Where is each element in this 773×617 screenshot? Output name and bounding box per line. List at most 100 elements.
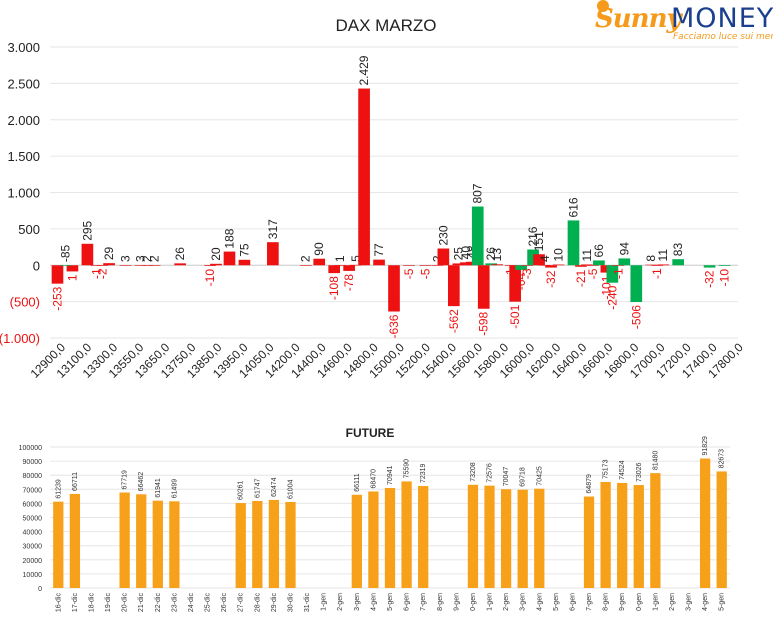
data-label: 62474 [271, 477, 278, 497]
data-label: 10 [552, 248, 566, 262]
data-label: 66462 [138, 472, 145, 492]
data-label: -1 [611, 268, 625, 279]
data-label: 75173 [603, 459, 610, 479]
data-bar [59, 265, 72, 266]
data-label: 70047 [503, 467, 510, 487]
data-label: -21 [574, 269, 588, 287]
dax-marzo-chart: DAX MARZO 3.000 2.500 2.000 1.500 1.000 500 0 (5… [0, 16, 746, 381]
data-bar [152, 500, 163, 588]
data-bar [351, 494, 362, 588]
data-label: -85 [59, 245, 73, 263]
data-bar [593, 260, 605, 266]
x-tick-label: 19-dic [105, 593, 112, 613]
data-label: 29 [102, 246, 116, 260]
y-tick-label: 0 [38, 586, 42, 593]
data-bar [119, 265, 132, 266]
y-tick-label: 2.500 [7, 76, 40, 91]
data-label: -3 [520, 268, 534, 279]
data-label: 77 [372, 243, 386, 257]
data-label: -501 [508, 304, 522, 328]
data-bar [545, 265, 557, 268]
data-label: 3 [119, 255, 133, 262]
data-bar [485, 263, 498, 266]
data-bar [90, 265, 103, 266]
data-bar [96, 265, 109, 266]
data-bar [452, 263, 465, 266]
x-tick-label: 31-dic [304, 593, 311, 613]
data-label: 2.429 [357, 55, 371, 85]
x-tick-label: 17-dic [72, 593, 79, 613]
data-bar [606, 265, 619, 283]
data-label: 64879 [586, 474, 593, 494]
x-tick-label: 2-gen [503, 593, 510, 611]
data-bar [368, 491, 379, 588]
data-bar [515, 265, 527, 270]
data-bar [401, 481, 412, 588]
data-bar [583, 496, 595, 588]
x-tick-label: 30-dic [287, 593, 294, 613]
data-bar [313, 258, 326, 266]
data-bar [268, 499, 280, 588]
data-bar [136, 494, 147, 588]
data-bar [81, 243, 94, 266]
y-tick-label: 500 [18, 222, 40, 237]
data-bar [350, 264, 362, 266]
data-label: -32 [703, 270, 717, 288]
x-tick-label: 1-gen [321, 593, 328, 611]
y-tick-label: 40000 [23, 530, 43, 537]
data-bar [600, 482, 611, 588]
data-label: -108 [327, 276, 341, 300]
data-label: -78 [342, 274, 356, 292]
y-tick-label: 1.000 [7, 186, 40, 201]
data-label: 70425 [536, 466, 543, 486]
y-tick-label: 30000 [23, 544, 43, 551]
data-bar [521, 265, 533, 266]
data-bar [600, 265, 613, 273]
data-label: 72319 [420, 463, 427, 483]
data-label: 1 [65, 274, 79, 281]
data-label: -598 [477, 311, 491, 335]
x-tick-label: 1-gen [652, 593, 659, 611]
data-label: 61941 [155, 478, 162, 498]
x-tick-label: 1-gen [487, 593, 494, 611]
data-label: 74524 [619, 460, 626, 480]
data-label: 66 [592, 244, 606, 258]
data-label: 8 [644, 255, 658, 262]
y-tick-label: 0 [33, 258, 40, 273]
x-tick-label: 2-gen [337, 593, 344, 611]
data-bar [204, 265, 216, 266]
data-label: 616 [566, 197, 580, 217]
y-tick-label: 10000 [23, 572, 43, 579]
data-bar [343, 265, 355, 271]
x-tick-label: 16-dic [55, 593, 62, 613]
data-label: -506 [629, 305, 643, 329]
data-label: 70941 [387, 465, 394, 485]
data-label: 2 [430, 255, 444, 262]
x-tick-label: 5-gen [719, 593, 726, 611]
y-tick-label: 2.000 [7, 113, 40, 128]
data-bar [618, 258, 631, 266]
data-bar [465, 261, 478, 266]
data-bar [53, 501, 64, 588]
x-tick-label: 3-gen [354, 593, 361, 611]
data-label: 2 [148, 255, 162, 262]
data-label: 94 [617, 242, 631, 256]
data-label: 90 [312, 242, 326, 256]
x-tick-label: 20-dic [122, 593, 129, 613]
data-label: -10 [718, 269, 732, 287]
data-bar [103, 263, 115, 266]
data-bar [657, 264, 670, 266]
x-tick-label: 7-gen [420, 593, 427, 611]
data-bar [703, 265, 716, 268]
x-tick-label: 25-dic [205, 593, 212, 613]
x-tick-label: 6-gen [404, 593, 411, 611]
y-tick-label: 3.000 [7, 40, 40, 55]
data-bar [500, 489, 512, 588]
data-bar [267, 242, 279, 266]
data-bar [169, 501, 180, 588]
data-bar [587, 265, 599, 266]
data-label: 67719 [122, 470, 129, 490]
data-label: -32 [544, 270, 558, 288]
data-bar [484, 485, 495, 588]
data-label: -1 [650, 268, 664, 279]
